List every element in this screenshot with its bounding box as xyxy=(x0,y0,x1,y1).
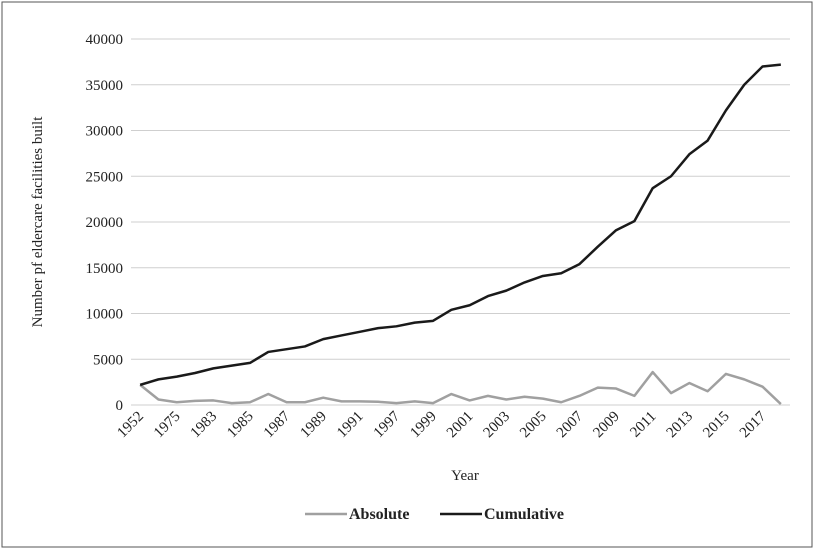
series-line xyxy=(139,63,781,387)
y-tick-label: 30000 xyxy=(86,124,124,140)
x-axis-label: Year xyxy=(451,468,479,484)
legend-label: Absolute xyxy=(349,506,409,523)
y-tick-label: 0 xyxy=(116,398,124,414)
y-tick-label: 15000 xyxy=(86,261,124,277)
y-axis-label: Number pf eldercare facilities built xyxy=(30,116,46,328)
y-tick-label: 35000 xyxy=(86,78,124,94)
y-tick-label: 25000 xyxy=(86,169,124,185)
y-tick-label: 40000 xyxy=(86,32,124,48)
y-tick-label: 5000 xyxy=(93,352,123,368)
y-tick-label: 20000 xyxy=(86,215,124,231)
series-line xyxy=(139,370,782,405)
legend-label: Cumulative xyxy=(484,506,564,523)
y-tick-label: 10000 xyxy=(86,307,124,323)
